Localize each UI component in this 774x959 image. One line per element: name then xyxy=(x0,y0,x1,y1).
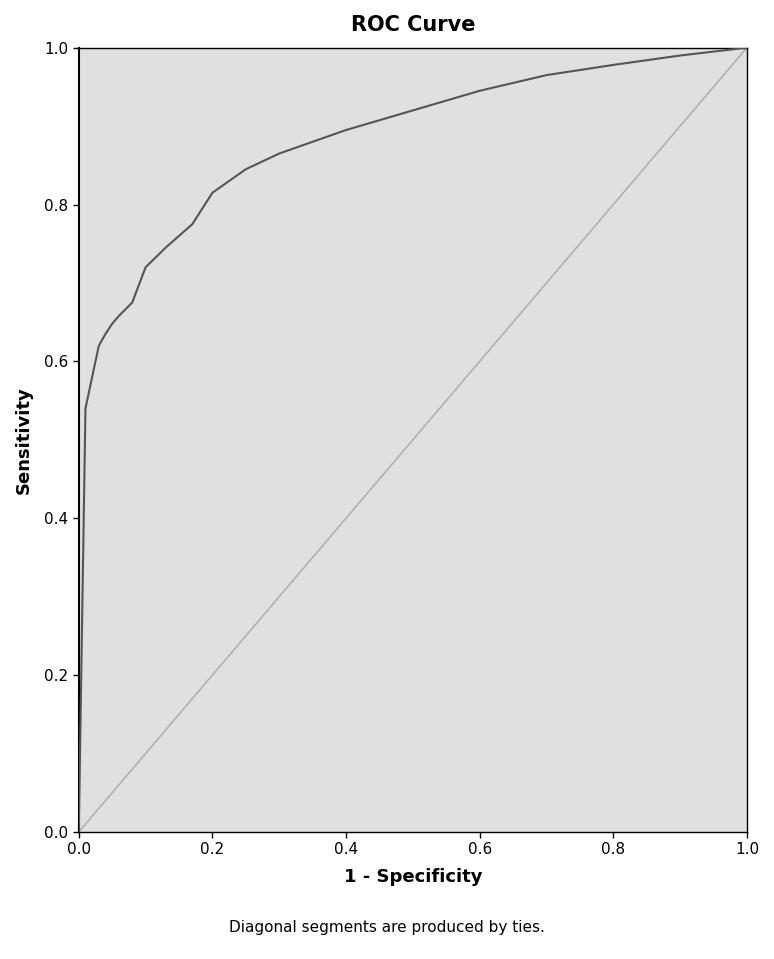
Title: ROC Curve: ROC Curve xyxy=(351,15,475,35)
Y-axis label: Sensitivity: Sensitivity xyxy=(15,386,33,494)
Text: Diagonal segments are produced by ties.: Diagonal segments are produced by ties. xyxy=(229,920,545,935)
X-axis label: 1 - Specificity: 1 - Specificity xyxy=(344,869,482,886)
